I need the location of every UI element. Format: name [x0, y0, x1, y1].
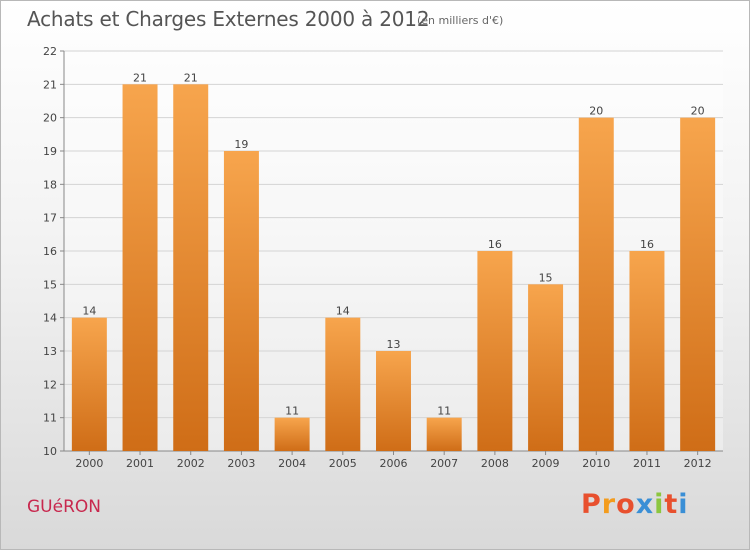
logo-letter: i: [678, 489, 689, 520]
x-tick-label: 2000: [75, 457, 103, 470]
x-tick-label: 2003: [227, 457, 255, 470]
y-tick-label: 22: [43, 45, 57, 58]
bar: [528, 284, 564, 451]
data-label: 19: [234, 138, 248, 151]
data-label: 11: [437, 405, 451, 418]
y-tick-label: 11: [43, 412, 57, 425]
commune-name: GUéRON: [27, 497, 101, 517]
proxiti-logo: Proxiti: [581, 489, 689, 520]
y-tick-label: 16: [43, 245, 57, 258]
x-tick-label: 2010: [582, 457, 610, 470]
data-label: 16: [488, 238, 502, 251]
logo-letter: o: [616, 489, 636, 520]
x-tick-label: 2009: [532, 457, 560, 470]
bar: [325, 317, 361, 451]
bar: [223, 151, 259, 451]
y-tick-label: 10: [43, 445, 57, 458]
chart-title: Achats et Charges Externes 2000 à 2012: [27, 7, 430, 31]
x-tick-label: 2012: [684, 457, 712, 470]
data-label: 13: [387, 338, 401, 351]
bar: [376, 351, 411, 451]
y-tick-label: 18: [43, 178, 57, 191]
bar: [274, 417, 310, 451]
bar: [122, 84, 158, 451]
bar: [578, 117, 614, 452]
y-tick-label: 19: [43, 145, 57, 158]
y-tick-label: 17: [43, 212, 57, 225]
x-tick-label: 2005: [329, 457, 357, 470]
bar: [629, 251, 665, 451]
y-tick-label: 15: [43, 278, 57, 291]
data-label: 14: [336, 305, 350, 318]
logo-letter: t: [664, 489, 679, 520]
x-tick-label: 2007: [430, 457, 458, 470]
chart-subtitle: (en milliers d'€): [417, 14, 504, 27]
y-tick-label: 20: [43, 112, 57, 125]
logo-letter: r: [601, 489, 617, 520]
bar: [680, 117, 716, 452]
bar: [426, 417, 462, 451]
x-tick-label: 2001: [126, 457, 154, 470]
logo-letter: i: [654, 489, 665, 520]
data-label: 21: [184, 71, 198, 84]
y-tick-label: 21: [43, 78, 57, 91]
x-tick-label: 2008: [481, 457, 509, 470]
x-tick-label: 2006: [380, 457, 408, 470]
x-tick-label: 2002: [177, 457, 205, 470]
data-label: 11: [285, 405, 299, 418]
logo-letter: P: [581, 489, 602, 520]
bar: [477, 251, 513, 451]
data-label: 21: [133, 71, 147, 84]
data-label: 16: [640, 238, 654, 251]
logo-letter: x: [635, 489, 655, 520]
data-label: 15: [539, 271, 553, 284]
y-tick-label: 13: [43, 345, 57, 358]
data-label: 20: [691, 105, 705, 118]
y-tick-label: 12: [43, 378, 57, 391]
x-tick-label: 2011: [633, 457, 661, 470]
bar: [71, 317, 107, 451]
y-tick-label: 14: [43, 312, 57, 325]
data-label: 20: [589, 105, 603, 118]
bar: [173, 84, 209, 451]
x-tick-label: 2004: [278, 457, 306, 470]
data-label: 14: [82, 305, 96, 318]
